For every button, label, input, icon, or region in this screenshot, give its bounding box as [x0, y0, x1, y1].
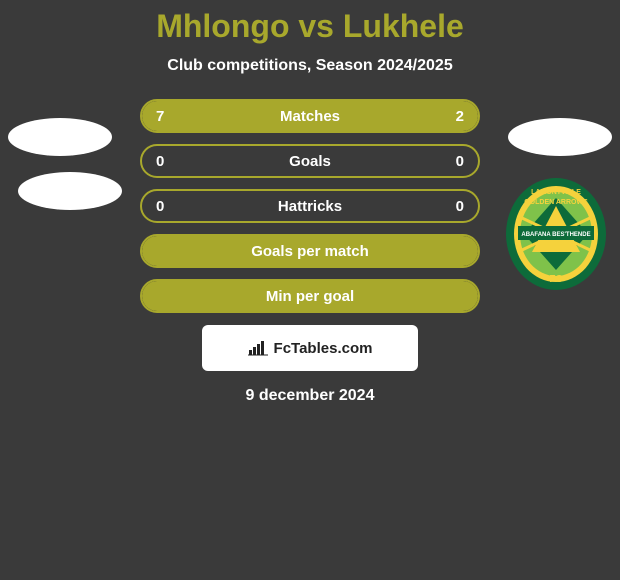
attribution-text: FcTables.com: [274, 340, 373, 357]
stat-label: Hattricks: [278, 198, 342, 215]
stat-value-left: 7: [156, 108, 164, 125]
attribution-box: FcTables.com: [202, 325, 418, 371]
page-subtitle: Club competitions, Season 2024/2025: [0, 57, 620, 75]
stat-row: 7 2 Matches: [140, 99, 480, 133]
stat-label: Goals: [289, 153, 331, 170]
stat-fill-left: [142, 101, 401, 131]
stats-rows: 7 2 Matches 0 0 Goals 0 0 Hattricks Goals per mat…: [0, 99, 620, 313]
stat-value-left: 0: [156, 153, 164, 170]
stat-row: Min per goal: [140, 279, 480, 313]
stat-value-right: 0: [456, 198, 464, 215]
stat-row: 0 0 Goals: [140, 144, 480, 178]
stat-value-left: 0: [156, 198, 164, 215]
bar-chart-icon: [248, 340, 268, 356]
date-text: 9 december 2024: [0, 387, 620, 405]
page-title: Mhlongo vs Lukhele: [0, 8, 620, 45]
stat-label: Goals per match: [251, 243, 369, 260]
stat-value-right: 0: [456, 153, 464, 170]
stat-row: Goals per match: [140, 234, 480, 268]
stat-label: Min per goal: [266, 288, 354, 305]
stat-label: Matches: [280, 108, 340, 125]
stat-row: 0 0 Hattricks: [140, 189, 480, 223]
stat-fill-right: [401, 101, 478, 131]
stat-value-right: 2: [456, 108, 464, 125]
